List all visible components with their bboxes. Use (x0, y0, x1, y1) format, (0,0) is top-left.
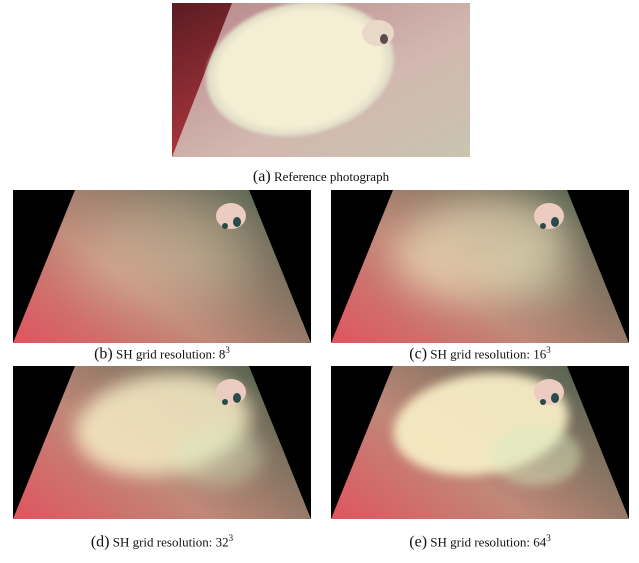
resolution-exponent: 3 (546, 345, 551, 355)
rendering (13, 190, 311, 343)
resolution-exponent: 3 (225, 345, 230, 355)
panel-label: (c) (409, 345, 427, 362)
panel-label: (d) (91, 533, 110, 550)
caption-text: SH grid resolution: (430, 346, 530, 361)
resolution-exponent: 3 (546, 533, 551, 543)
caption: (e) SH grid resolution: 643 (331, 533, 629, 551)
rendering (13, 366, 311, 519)
panel-label: (a) (253, 168, 271, 185)
panel-label: (e) (409, 533, 427, 550)
reference-photo (172, 3, 470, 157)
resolution-base: 32 (216, 534, 229, 549)
caption: (c) SH grid resolution: 163 (331, 345, 629, 363)
caption: (b) SH grid resolution: 83 (13, 345, 311, 363)
resolution-base: 16 (533, 346, 546, 361)
caption-text: SH grid resolution: (116, 346, 216, 361)
figure: (a) Reference photograph (b) SH grid res… (0, 0, 639, 563)
rendering (331, 366, 629, 519)
panel-label: (b) (94, 345, 113, 362)
caption-text: SH grid resolution: (430, 534, 530, 549)
resolution-exponent: 3 (229, 533, 234, 543)
resolution-base: 64 (533, 534, 546, 549)
caption-text: Reference photograph (274, 169, 389, 184)
caption-text: SH grid resolution: (113, 534, 213, 549)
caption: (d) SH grid resolution: 323 (13, 533, 311, 551)
caption: (a) Reference photograph (172, 168, 470, 186)
rendering (331, 190, 629, 343)
